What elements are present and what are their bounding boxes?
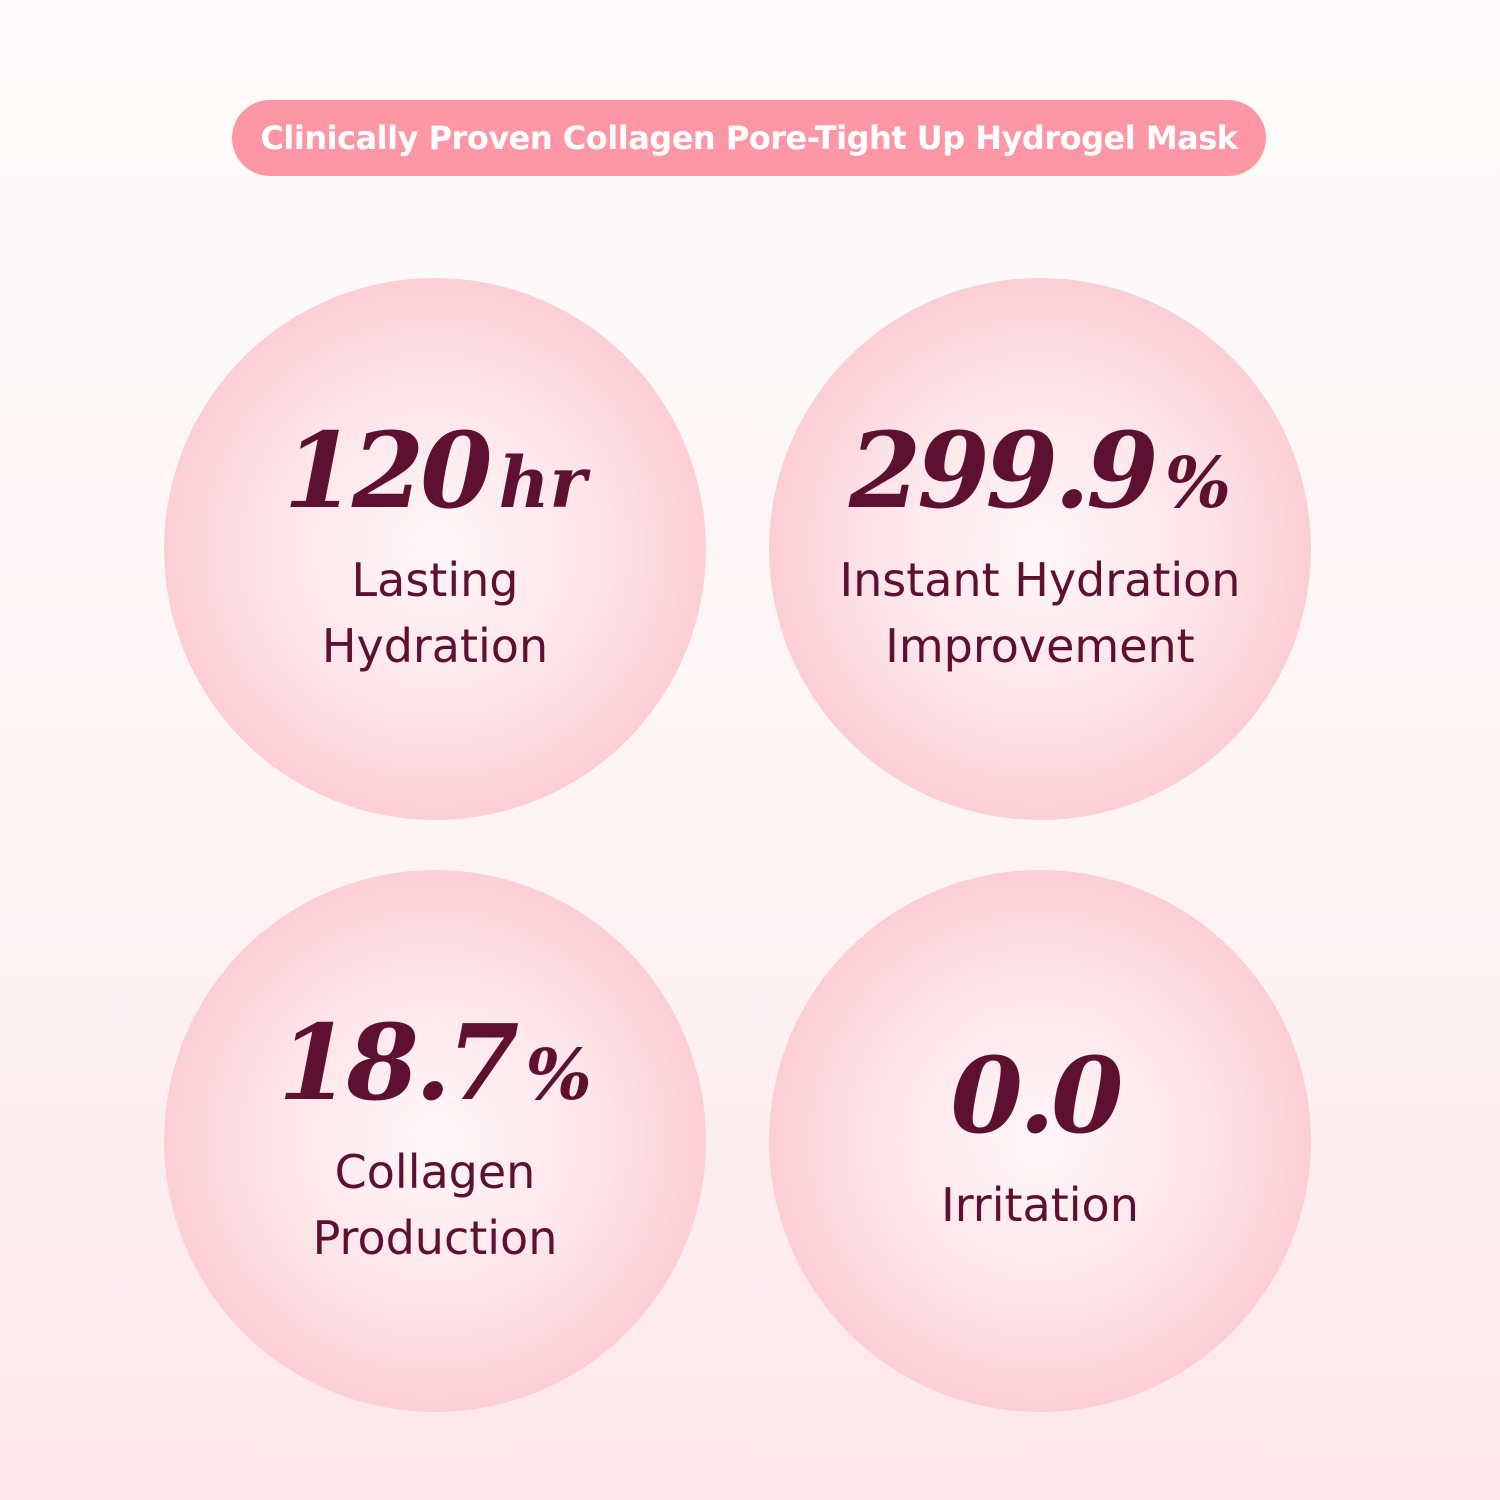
stat-label-line: Instant Hydration: [839, 553, 1241, 607]
stat-label: Irritation: [941, 1172, 1139, 1238]
stat-circle-collagen-production: 18.7% Collagen Production: [164, 870, 706, 1412]
stat-label: Lasting Hydration: [322, 547, 548, 679]
stat-number: 299.9: [848, 409, 1159, 532]
stat-label-line: Hydration: [321, 619, 549, 673]
stat-unit: %: [525, 1033, 592, 1116]
stat-label-line: Collagen: [334, 1145, 536, 1199]
banner-title: Clinically Proven Collagen Pore-Tight Up…: [260, 119, 1238, 157]
stat-unit: %: [1164, 441, 1232, 524]
stat-label-line: Lasting: [351, 553, 519, 607]
title-banner: Clinically Proven Collagen Pore-Tight Up…: [232, 100, 1266, 176]
stat-value: 18.7%: [278, 1011, 592, 1115]
stat-number: 120: [283, 409, 493, 532]
stat-unit: hr: [498, 441, 587, 524]
stat-value: 120 hr: [284, 419, 587, 523]
stat-value: 299.9%: [849, 419, 1231, 523]
stat-value: 0.0: [951, 1044, 1130, 1148]
stat-label-line: Improvement: [885, 619, 1195, 673]
stat-circle-instant-hydration: 299.9% Instant Hydration Improvement: [769, 278, 1311, 820]
stat-label: Collagen Production: [313, 1139, 558, 1271]
stat-number: 0.0: [950, 1034, 1124, 1157]
stat-label: Instant Hydration Improvement: [840, 547, 1241, 679]
stat-number: 18.7: [278, 1001, 519, 1124]
stat-circle-lasting-hydration: 120 hr Lasting Hydration: [164, 278, 706, 820]
stat-circle-irritation: 0.0 Irritation: [769, 870, 1311, 1412]
stat-label-line: Production: [312, 1211, 558, 1265]
stat-label-line: Irritation: [941, 1178, 1139, 1232]
